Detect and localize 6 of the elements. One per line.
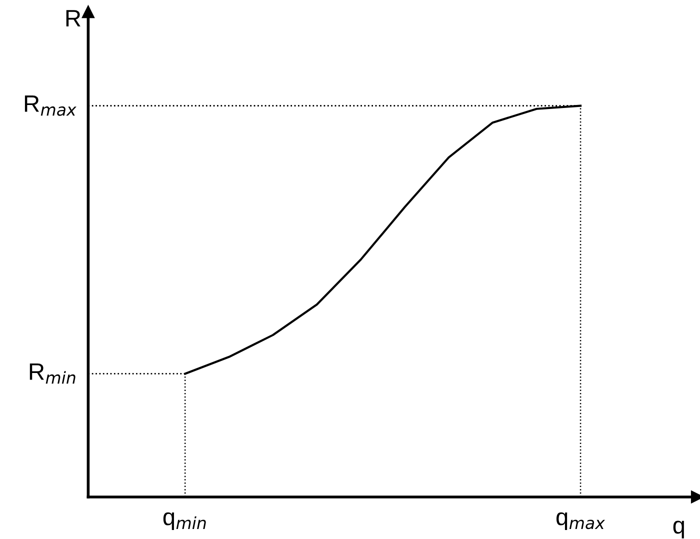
x-axis-title: q (673, 520, 684, 538)
y-axis-title: R (66, 10, 80, 26)
ref-line-label: R$_{min}$ (30, 364, 76, 384)
x-tick-label: q$_{min}$ (163, 512, 206, 530)
ref-line-label: R$_{max}$ (24, 96, 76, 116)
x-tick-label: q$_{max}$ (556, 512, 606, 530)
